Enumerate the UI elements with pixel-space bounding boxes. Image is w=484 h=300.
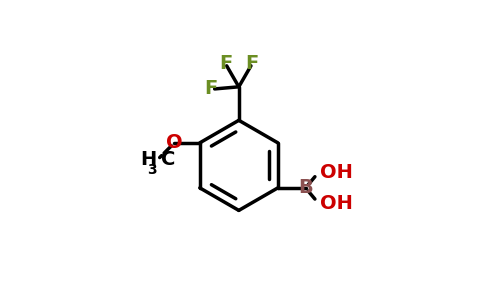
Text: C: C <box>161 150 175 169</box>
Text: F: F <box>204 80 217 98</box>
Text: H: H <box>141 150 157 169</box>
Text: 3: 3 <box>147 163 157 177</box>
Text: OH: OH <box>319 194 352 213</box>
Text: OH: OH <box>319 163 352 182</box>
Text: F: F <box>219 55 232 74</box>
Text: F: F <box>245 55 259 74</box>
Text: O: O <box>166 133 182 152</box>
Text: B: B <box>298 178 313 197</box>
